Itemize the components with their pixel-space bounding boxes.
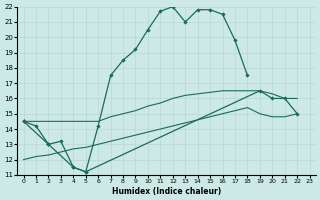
- X-axis label: Humidex (Indice chaleur): Humidex (Indice chaleur): [112, 187, 221, 196]
